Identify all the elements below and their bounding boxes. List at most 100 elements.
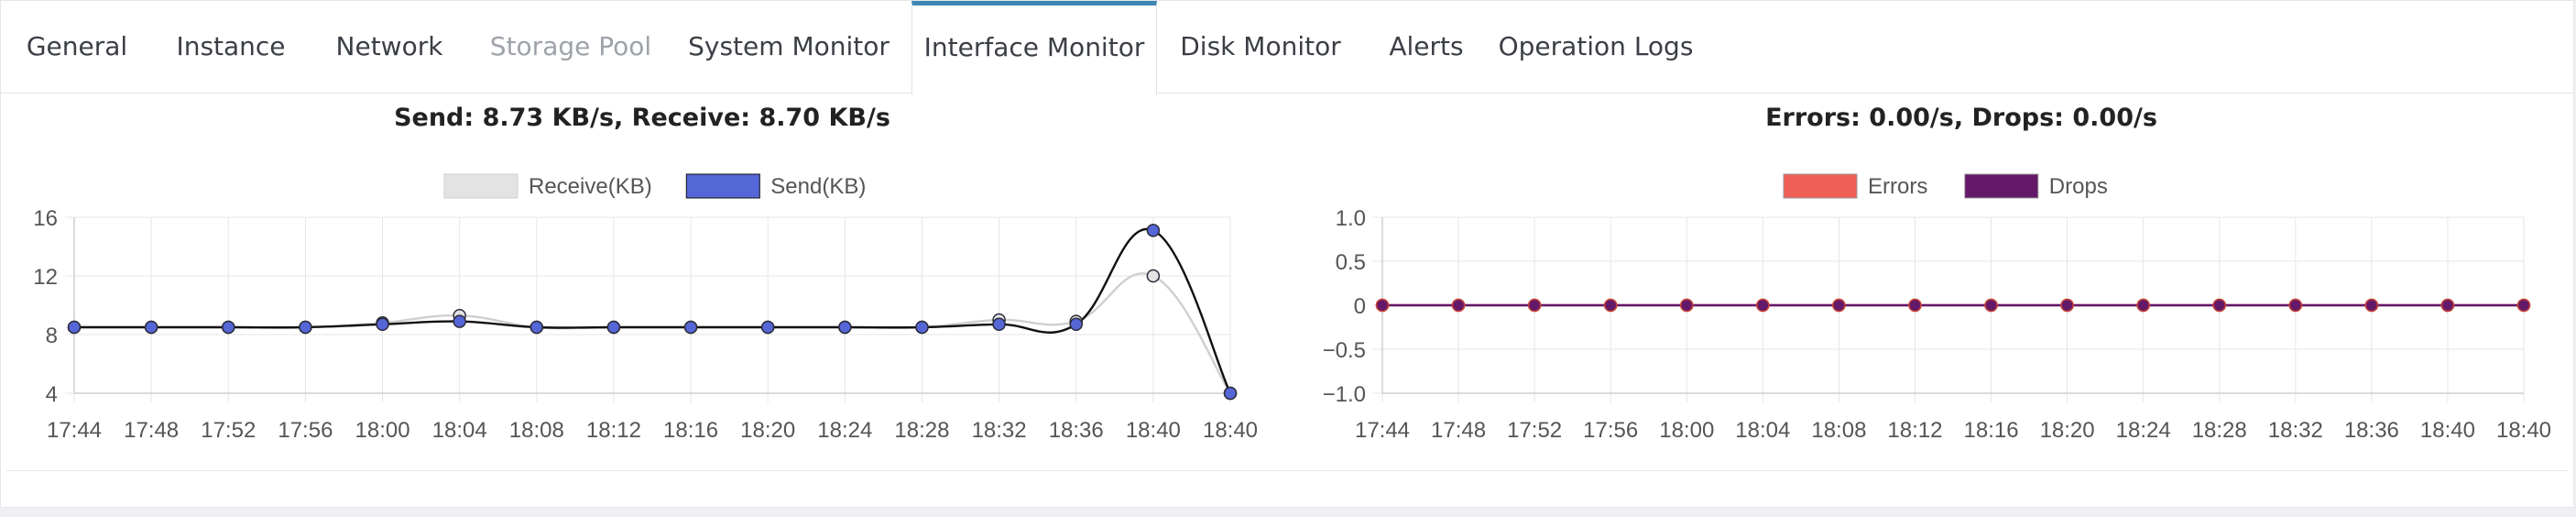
- data-point-1-2[interactable]: [1527, 298, 1542, 313]
- data-point-1-4[interactable]: [376, 317, 389, 332]
- x-tick-label: 18:04: [1735, 418, 1790, 443]
- traffic-chart-title: Send: 8.73 KB/s, Receive: 8.70 KB/s: [394, 104, 890, 132]
- tab-disk-monitor[interactable]: Disk Monitor: [1180, 31, 1341, 61]
- tab-system-monitor[interactable]: System Monitor: [688, 31, 890, 61]
- tab-network[interactable]: Network: [335, 31, 443, 61]
- data-point-1-7[interactable]: [606, 320, 621, 335]
- data-point-1-3[interactable]: [299, 320, 312, 335]
- traffic-chart: Receive(KB) Send(KB) 4 8 12 16 17:44 17:48 17:52…: [33, 173, 1258, 443]
- x-tick-label: 18:12: [1887, 418, 1942, 443]
- x-tick-label: 17:56: [1583, 418, 1638, 443]
- data-point-1-5[interactable]: [1756, 298, 1770, 313]
- series-line-0: [74, 272, 1232, 394]
- data-point-1-14[interactable]: [1146, 224, 1161, 237]
- y-tick-label: −1.0: [1323, 382, 1366, 407]
- data-point-1-8[interactable]: [683, 320, 698, 335]
- x-tick-label: 18:04: [432, 418, 487, 443]
- data-point-1-11[interactable]: [915, 320, 929, 335]
- legend-swatch: [1783, 173, 1858, 199]
- x-tick-label: 17:44: [47, 418, 102, 443]
- legend-label: Drops: [2049, 174, 2108, 199]
- tab-operation-logs[interactable]: Operation Logs: [1498, 31, 1694, 61]
- x-tick-label: 18:16: [1964, 418, 2019, 443]
- legend-label: Send(KB): [770, 174, 866, 199]
- errors-chart-title: Errors: 0.00/s, Drops: 0.00/s: [1765, 104, 2157, 132]
- tab-alerts[interactable]: Alerts: [1389, 31, 1464, 61]
- data-point-1-10[interactable]: [2136, 298, 2150, 313]
- legend-item-1[interactable]: Send(KB): [685, 173, 866, 199]
- data-point-1-11[interactable]: [2212, 298, 2226, 313]
- x-tick-label: 18:12: [586, 418, 641, 443]
- x-tick-label: 17:52: [1507, 418, 1562, 443]
- y-tick-label: 0.5: [1336, 250, 1366, 275]
- data-point-1-12[interactable]: [2288, 298, 2303, 313]
- data-point-1-10[interactable]: [838, 320, 852, 335]
- x-tick-label: 17:44: [1355, 418, 1410, 443]
- data-point-1-5[interactable]: [453, 314, 466, 328]
- y-tick-label: 1.0: [1336, 206, 1366, 231]
- x-tick-label: 18:32: [2268, 418, 2323, 443]
- data-point-1-9[interactable]: [2060, 298, 2074, 313]
- x-tick-label: 17:48: [124, 418, 179, 443]
- x-tick-label: 18:40: [2496, 418, 2551, 443]
- data-point-1-8[interactable]: [1984, 298, 1998, 313]
- x-tick-label: 18:28: [2192, 418, 2247, 443]
- x-tick-label: 18:24: [2116, 418, 2171, 443]
- errors-chart: Errors Drops −1.0 −0.5 0 0.5 1.0 17:44 17:48 17:5…: [1323, 173, 2551, 443]
- data-point-1-7[interactable]: [1908, 298, 1922, 313]
- data-point-1-15[interactable]: [1223, 386, 1238, 401]
- data-point-1-13[interactable]: [2364, 298, 2379, 313]
- tab-instance[interactable]: Instance: [176, 31, 286, 61]
- y-tick-label: 12: [33, 265, 58, 290]
- x-tick-label: 18:28: [894, 418, 949, 443]
- x-tick-label: 18:40: [2420, 418, 2475, 443]
- data-point-1-13[interactable]: [1069, 317, 1083, 332]
- data-point-1-1[interactable]: [144, 320, 158, 335]
- data-point-1-0[interactable]: [67, 320, 82, 335]
- data-point-1-12[interactable]: [992, 317, 1006, 332]
- x-tick-label: 18:20: [2040, 418, 2095, 443]
- tab-storage-pool: Storage Pool: [489, 31, 652, 61]
- y-tick-label: 16: [33, 206, 58, 231]
- y-tick-label: 4: [46, 382, 58, 407]
- tab-general[interactable]: General: [26, 31, 128, 61]
- x-tick-label: 18:40: [1203, 418, 1258, 443]
- x-tick-label: 18:40: [1126, 418, 1181, 443]
- data-point-1-3[interactable]: [1603, 298, 1618, 313]
- x-tick-label: 18:36: [1049, 418, 1104, 443]
- x-tick-label: 18:36: [2344, 418, 2399, 443]
- data-point-1-6[interactable]: [1832, 298, 1846, 313]
- data-point-1-4[interactable]: [1680, 298, 1694, 313]
- x-tick-label: 17:48: [1431, 418, 1486, 443]
- legend-swatch: [1964, 173, 2039, 199]
- series-line-1: [74, 227, 1232, 394]
- data-point-1-6[interactable]: [529, 320, 544, 335]
- y-tick-label: −0.5: [1323, 338, 1366, 363]
- x-tick-label: 18:32: [972, 418, 1027, 443]
- legend-item-0[interactable]: Errors: [1783, 173, 1927, 199]
- legend-label: Receive(KB): [529, 174, 652, 199]
- tab-bar: General Instance Network Storage Pool Sy…: [1, 1, 2573, 94]
- x-tick-label: 18:08: [1811, 418, 1866, 443]
- y-tick-label: 0: [1354, 294, 1366, 319]
- x-tick-label: 18:24: [817, 418, 872, 443]
- data-point-1-14[interactable]: [2440, 298, 2455, 313]
- x-tick-label: 18:16: [663, 418, 718, 443]
- data-point-1-1[interactable]: [1451, 298, 1466, 313]
- data-point-0-14[interactable]: [1146, 269, 1161, 283]
- data-point-1-9[interactable]: [760, 320, 775, 335]
- y-tick-label: 8: [46, 324, 58, 348]
- tab-interface-monitor[interactable]: Interface Monitor: [911, 1, 1157, 94]
- data-point-1-0[interactable]: [1375, 298, 1390, 313]
- legend-item-1[interactable]: Drops: [1964, 173, 2108, 199]
- legend-swatch: [685, 173, 760, 199]
- data-point-1-15[interactable]: [2516, 298, 2531, 313]
- x-tick-label: 17:52: [201, 418, 256, 443]
- x-tick-label: 18:00: [1659, 418, 1714, 443]
- legend-item-0[interactable]: Receive(KB): [443, 173, 652, 199]
- x-tick-label: 17:56: [278, 418, 333, 443]
- data-point-1-2[interactable]: [222, 320, 235, 335]
- x-tick-label: 18:00: [355, 418, 410, 443]
- footer-divider: [6, 470, 2568, 504]
